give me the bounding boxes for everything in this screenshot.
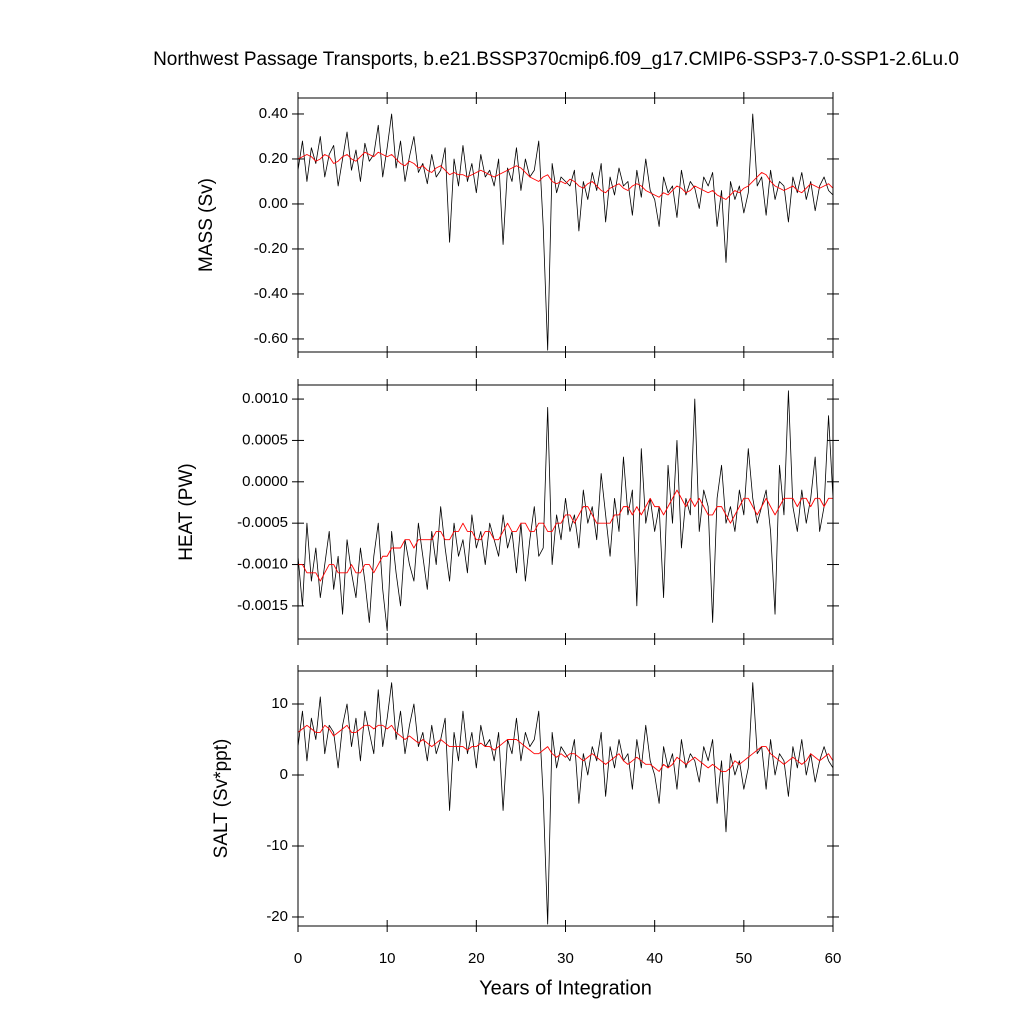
y-tick-label: 0.40 bbox=[259, 105, 288, 122]
y-tick-label: -0.40 bbox=[254, 285, 288, 302]
y-tick-label: -0.0005 bbox=[237, 514, 288, 531]
y-axis-label: MASS (Sv) bbox=[196, 178, 217, 272]
y-tick-label: -0.20 bbox=[254, 240, 288, 257]
data-line bbox=[298, 390, 833, 632]
data-line bbox=[298, 682, 833, 925]
y-tick-label: 0.00 bbox=[259, 195, 288, 212]
y-tick-label: 0.20 bbox=[259, 150, 288, 167]
chart-title: Northwest Passage Transports, b.e21.BSSP… bbox=[153, 49, 959, 70]
data-line bbox=[298, 151, 833, 200]
y-tick-label: -0.0010 bbox=[237, 556, 288, 573]
x-tick-label: 30 bbox=[557, 950, 574, 967]
y-tick-label: -0.0015 bbox=[237, 597, 288, 614]
y-axis-label: SALT (Sv*ppt) bbox=[211, 739, 232, 859]
plot-frame bbox=[297, 670, 834, 927]
y-tick-label: 0.0010 bbox=[242, 390, 288, 407]
x-tick-label: 20 bbox=[468, 950, 485, 967]
x-tick-label: 0 bbox=[294, 950, 302, 967]
y-tick-label: -20 bbox=[266, 908, 288, 925]
x-tick-label: 60 bbox=[825, 950, 842, 967]
data-line bbox=[298, 724, 833, 772]
y-tick-label: 0.0000 bbox=[242, 473, 288, 490]
x-tick-label: 10 bbox=[379, 950, 396, 967]
x-tick-label: 40 bbox=[646, 950, 663, 967]
plot-frame bbox=[297, 384, 834, 640]
data-line bbox=[298, 489, 833, 582]
y-tick-label: 0.0005 bbox=[242, 431, 288, 448]
plot-frame bbox=[297, 97, 834, 353]
x-tick-label: 50 bbox=[735, 950, 752, 967]
y-tick-label: 0 bbox=[280, 766, 288, 783]
y-tick-label: 10 bbox=[271, 695, 288, 712]
data-line bbox=[298, 113, 833, 351]
y-tick-label: -0.60 bbox=[254, 330, 288, 347]
x-axis-label: Years of Integration bbox=[479, 977, 652, 999]
y-axis-label: HEAT (PW) bbox=[176, 463, 197, 560]
y-tick-label: -10 bbox=[266, 837, 288, 854]
